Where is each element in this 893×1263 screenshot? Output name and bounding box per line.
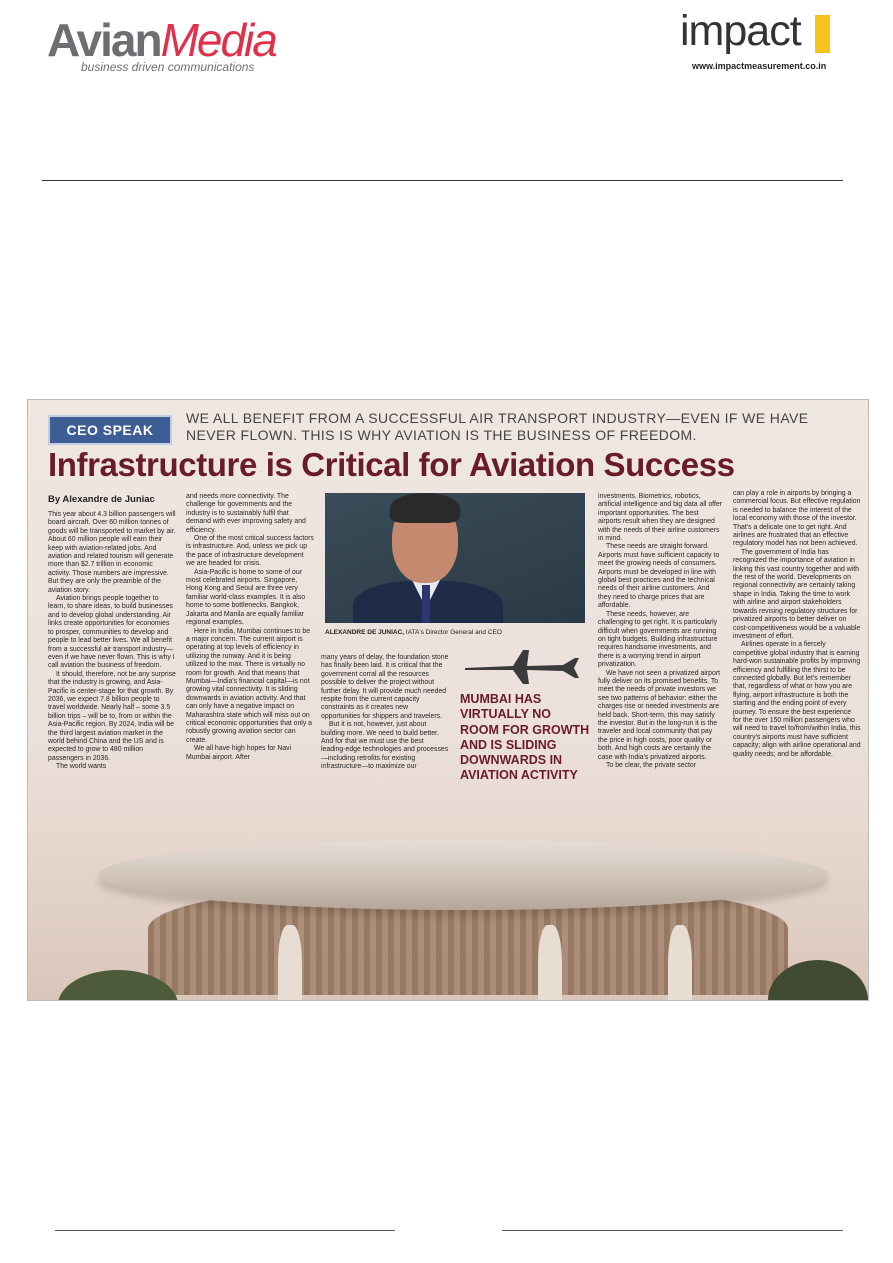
paragraph: can play a role in airports by bringing …	[733, 490, 861, 548]
footer-rule-right	[502, 1230, 843, 1231]
avian-media-logo: AvianMedia business driven communication…	[47, 14, 287, 78]
paragraph: Here in India, Mumbai continues to be a …	[186, 627, 313, 744]
byline: By Alexandre de Juniac	[48, 494, 155, 505]
article-headline: Infrastructure is Critical for Aviation …	[48, 446, 735, 483]
paragraph: These needs, however, are challenging to…	[598, 610, 718, 669]
paragraph: One of the most critical success factors…	[186, 535, 314, 568]
caption-role: IATA's Director General and CEO	[405, 629, 502, 636]
paragraph: This year about 4.3 billion passengers w…	[48, 511, 176, 594]
article-column-1: This year about 4.3 billion passengers w…	[48, 511, 176, 772]
paragraph: Airlines operate in a fiercely competiti…	[733, 641, 861, 758]
kicker-text: WE ALL BENEFIT FROM A SUCCESSFUL AIR TRA…	[186, 410, 809, 443]
impact-yellow-bar	[815, 15, 830, 53]
article-column-3: many years of delay, the foundation ston…	[321, 654, 449, 772]
article-column-2: and needs more connectivity. The challen…	[186, 493, 314, 762]
paragraph: and needs more connectivity. The challen…	[186, 493, 306, 534]
portrait-tie	[422, 585, 430, 623]
portrait-hair	[390, 493, 460, 523]
paragraph: Asia-Pacific is home to some of our most…	[186, 568, 306, 627]
article-column-5: investments. Biometrics, robotics, artif…	[598, 493, 723, 770]
impact-wordmark: impact	[680, 7, 802, 55]
pull-quote: MUMBAI HAS VIRTUALLY NO ROOM FOR GROWTH …	[460, 692, 590, 783]
caption-name: ALEXANDRE DE JUNIAC,	[325, 629, 405, 636]
airport-terminal-illustration	[58, 830, 868, 1000]
impact-url: www.impactmeasurement.co.in	[692, 61, 827, 71]
paragraph: To be clear, the private sector	[606, 762, 697, 769]
paragraph: But it is not, however, just about build…	[321, 721, 449, 771]
terminal-pillar	[538, 925, 562, 1000]
ceo-portrait-photo	[325, 493, 585, 623]
paragraph: We have not seen a privatized airport fu…	[598, 669, 721, 761]
paragraph: We all have high hopes for Navi Mumbai a…	[186, 745, 292, 761]
airplane-icon	[465, 650, 579, 684]
avian-media-wordmark: AvianMedia	[47, 14, 278, 66]
footer-rule-left	[55, 1230, 395, 1231]
header-divider	[42, 180, 843, 181]
terminal-pillar	[278, 925, 302, 1000]
ceo-speak-label: CEO SPEAK	[48, 415, 172, 445]
terminal-pillar	[668, 925, 692, 1000]
terminal-canopy	[98, 840, 828, 910]
paragraph: Aviation brings people together to learn…	[48, 595, 175, 670]
paragraph: These needs are straight forward. Airpor…	[598, 543, 720, 610]
photo-caption: ALEXANDRE DE JUNIAC, IATA's Director Gen…	[325, 629, 585, 636]
paragraph: investments. Biometrics, robotics, artif…	[598, 493, 722, 543]
paragraph: It should, therefore, not be any surpris…	[48, 670, 176, 762]
paragraph: many years of delay, the foundation ston…	[321, 654, 449, 720]
newspaper-clipping: CEO SPEAK WE ALL BENEFIT FROM A SUCCESSF…	[27, 399, 869, 1001]
paragraph: The government of India has recognized t…	[733, 548, 861, 640]
paragraph: The world wants	[56, 763, 107, 771]
impact-logo: impact www.impactmeasurement.co.in	[680, 8, 840, 78]
avian-media-tagline: business driven communications	[81, 60, 255, 74]
article-column-6: can play a role in airports by bringing …	[733, 490, 861, 759]
